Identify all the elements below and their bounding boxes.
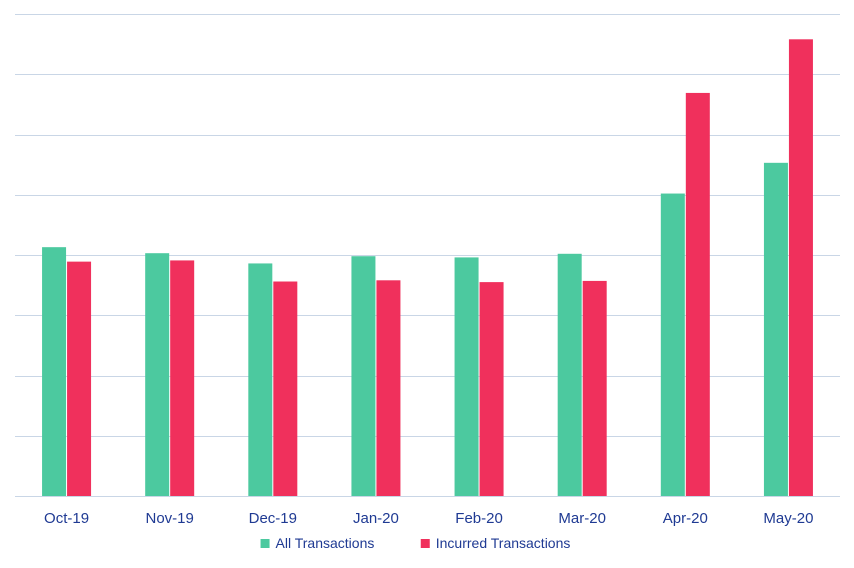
bar-all-transactions-mar-20 (557, 253, 582, 496)
bar-all-transactions-may-20 (763, 162, 788, 496)
bar-all-transactions-oct-19 (42, 247, 67, 496)
x-tick-label-apr-20: Apr-20 (663, 510, 708, 527)
legend-swatch-incurred-transactions (420, 539, 430, 548)
x-tick-label-dec-19: Dec-19 (249, 510, 297, 527)
x-tick-label-feb-20: Feb-20 (455, 510, 503, 527)
bars (42, 39, 813, 497)
x-axis-labels: Oct-19 Nov-19 Dec-19 Jan-20 Feb-20 Mar-20 Apr-… (44, 510, 813, 527)
legend-swatch-all-transactions (260, 539, 270, 548)
bar-incurred-transactions-feb-20 (479, 282, 504, 496)
bar-all-transactions-jan-20 (351, 256, 376, 496)
legend-label-incurred-transactions: Incurred Transactions (436, 535, 571, 551)
bar-all-transactions-apr-20 (660, 193, 685, 497)
bar-incurred-transactions-mar-20 (582, 280, 607, 496)
bar-all-transactions-nov-19 (145, 253, 170, 496)
x-tick-label-oct-19: Oct-19 (44, 510, 89, 527)
bar-incurred-transactions-nov-19 (170, 260, 195, 496)
gridlines (15, 14, 840, 497)
bar-all-transactions-dec-19 (248, 263, 273, 496)
x-tick-label-jan-20: Jan-20 (353, 510, 399, 527)
legend-label-all-transactions: All Transactions (276, 535, 375, 551)
bar-all-transactions-feb-20 (454, 257, 479, 496)
bar-incurred-transactions-may-20 (788, 39, 813, 497)
bar-incurred-transactions-jan-20 (376, 280, 401, 496)
bar-incurred-transactions-dec-19 (273, 281, 298, 496)
x-tick-label-nov-19: Nov-19 (146, 510, 194, 527)
bar-incurred-transactions-oct-19 (67, 261, 92, 496)
legend: All Transactions Incurred Transactions (260, 535, 571, 551)
x-tick-label-may-20: May-20 (763, 510, 813, 527)
x-tick-label-mar-20: Mar-20 (558, 510, 606, 527)
bar-incurred-transactions-apr-20 (685, 92, 710, 497)
